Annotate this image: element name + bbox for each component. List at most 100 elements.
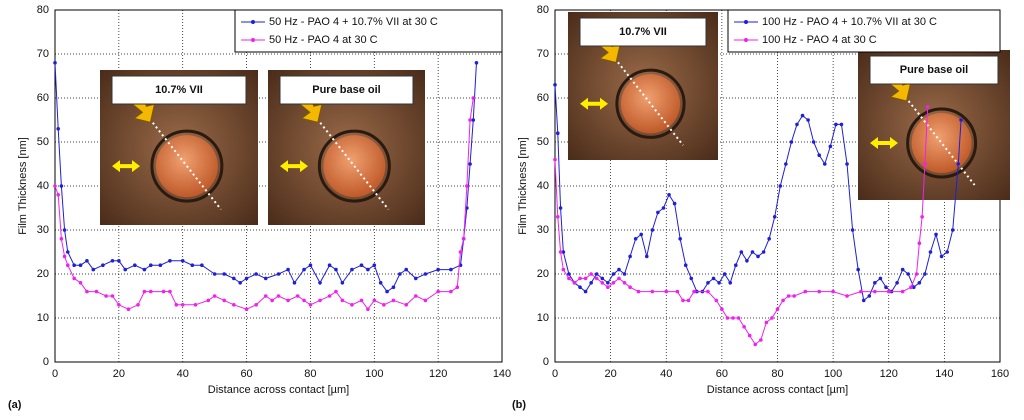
data-point (650, 228, 655, 232)
motion-arrow (280, 160, 308, 173)
data-point (136, 303, 140, 307)
data-point (633, 237, 638, 241)
data-point (404, 303, 409, 307)
data-point (468, 162, 472, 166)
data-point (611, 281, 616, 285)
data-point (900, 267, 905, 272)
data-point (180, 259, 185, 263)
data-point (558, 206, 563, 210)
data-point (206, 298, 211, 303)
data-point (372, 298, 377, 303)
data-point (308, 263, 313, 268)
data-point (750, 250, 755, 254)
data-point (628, 285, 632, 290)
x-tick-label: 140 (935, 368, 953, 380)
data-point (717, 281, 721, 285)
data-point (94, 289, 99, 294)
data-point (772, 215, 777, 219)
data-point (174, 303, 179, 307)
data-point (764, 320, 769, 325)
data-point (62, 228, 67, 232)
data-point (622, 272, 627, 276)
data-point (594, 272, 599, 276)
x-tick-label: 120 (429, 368, 447, 380)
inset-label-box (869, 55, 999, 85)
data-point (817, 153, 822, 157)
y-tick-label: 80 (537, 4, 549, 16)
contact-ring (150, 129, 224, 203)
data-point (923, 162, 927, 166)
data-point (600, 281, 605, 285)
data-point (667, 193, 671, 197)
data-point (222, 272, 227, 276)
legend-marker (251, 38, 255, 42)
data-point (781, 298, 785, 303)
data-point (636, 289, 641, 294)
data-point (839, 122, 844, 127)
data-point (589, 272, 593, 276)
data-point (911, 285, 916, 290)
data-point (745, 259, 749, 263)
data-point (928, 250, 933, 254)
data-point (656, 210, 660, 215)
legend-label: 50 Hz - PAO 4 at 30 C (269, 34, 378, 46)
data-point (359, 263, 364, 268)
data-point (292, 281, 297, 285)
data-point (770, 316, 774, 320)
y-tick-label: 50 (37, 136, 49, 148)
data-point (672, 201, 677, 206)
scan-line (152, 122, 222, 211)
y-tick-label: 70 (537, 48, 549, 60)
y-tick-label: 20 (37, 268, 49, 280)
legend-label: 100 Hz - PAO 4 + 10.7% VII at 30 C (762, 16, 937, 28)
data-point (917, 241, 922, 245)
data-point (925, 105, 930, 109)
data-point (302, 267, 306, 272)
x-tick-label: 80 (304, 368, 316, 380)
data-point (822, 162, 827, 166)
y-tick-label: 20 (537, 268, 549, 280)
data-point (254, 272, 258, 276)
data-point (567, 272, 571, 276)
data-point (318, 298, 322, 303)
data-point (334, 267, 338, 272)
data-point (828, 144, 833, 149)
x-tick-label: 100 (365, 368, 383, 380)
data-point (800, 113, 805, 118)
data-point (725, 316, 730, 320)
data-point (78, 263, 83, 268)
x-tick-label: 160 (991, 368, 1009, 380)
legend-marker (251, 20, 255, 24)
x-tick-label: 0 (52, 368, 58, 380)
data-point (378, 281, 383, 285)
data-point (276, 272, 281, 276)
data-point (263, 294, 268, 298)
data-point (789, 140, 794, 144)
x-tick-label: 20 (605, 368, 617, 380)
data-point (555, 131, 560, 135)
data-point (104, 294, 108, 298)
data-point (168, 289, 172, 294)
data-point (617, 276, 621, 281)
data-point (244, 276, 249, 281)
x-tick-label: 40 (660, 368, 672, 380)
motion-arrow (580, 97, 608, 110)
data-point (449, 267, 453, 272)
data-point (461, 237, 466, 241)
data-point (775, 307, 780, 312)
data-point (664, 289, 669, 294)
data-point (270, 298, 274, 303)
x-tick-label: 20 (113, 368, 125, 380)
data-point (611, 272, 616, 276)
data-point (263, 276, 268, 281)
data-point (873, 281, 877, 285)
data-point (578, 276, 582, 281)
data-point (391, 285, 396, 290)
data-point (101, 263, 105, 268)
data-point (733, 263, 738, 268)
data-point (917, 281, 922, 285)
data-point (909, 285, 913, 290)
data-point (65, 263, 70, 268)
data-point (286, 267, 290, 272)
inset-label: Pure base oil (312, 84, 380, 96)
